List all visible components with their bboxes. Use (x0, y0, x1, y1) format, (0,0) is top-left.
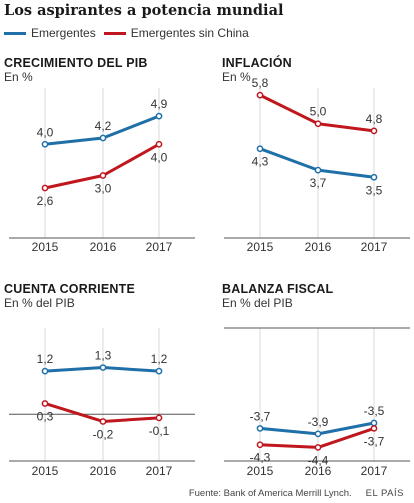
data-point-emergentes-2015 (41, 367, 49, 375)
data-label-emergentes-sin-china-2016: -0,2 (93, 427, 114, 441)
x-tick-label-2015: 2015 (32, 240, 59, 254)
data-point-emergentes-sin-china-2016 (99, 418, 107, 425)
panel-unit-label: En % del PIB (4, 296, 75, 310)
panel-unit-label: En % del PIB (222, 296, 293, 310)
x-tick-label-2017: 2017 (146, 240, 173, 254)
brand-label: EL PAÍS (365, 488, 404, 499)
data-point-emergentes-sin-china-2017 (370, 127, 378, 135)
data-point-emergentes-2015 (41, 140, 49, 148)
chart-title: Los aspirantes a potencia mundial (4, 2, 284, 19)
data-point-emergentes-2017 (155, 367, 163, 375)
data-point-emergentes-sin-china-2016 (314, 120, 322, 128)
data-label-emergentes-sin-china-2017: -3,7 (364, 434, 385, 448)
x-tick-label-2015: 2015 (247, 464, 274, 478)
data-label-emergentes-sin-china-2017: -0,1 (149, 424, 170, 438)
data-label-emergentes-sin-china-2015: -4,3 (250, 451, 271, 465)
data-label-emergentes-2016: 4,2 (95, 119, 112, 133)
data-point-emergentes-sin-china-2017 (155, 414, 163, 422)
source-note: Fuente: Bank of America Merrill Lynch. (188, 488, 352, 499)
data-point-emergentes-sin-china-2015 (41, 184, 49, 192)
legend-swatch-emergentes-sin-china (103, 31, 126, 35)
x-tick-label-2017: 2017 (361, 240, 388, 254)
panel-title: BALANZA FISCAL (222, 282, 334, 296)
data-point-emergentes-2015 (256, 145, 264, 153)
data-label-emergentes-sin-china-2016: 5,0 (310, 105, 327, 119)
data-point-emergentes-2016 (314, 166, 322, 174)
data-label-emergentes-2016: 3,7 (310, 176, 327, 190)
x-tick-label-2017: 2017 (146, 464, 173, 478)
data-point-emergentes-sin-china-2016 (314, 444, 322, 451)
data-label-emergentes-sin-china-2017: 4,0 (151, 150, 168, 164)
x-tick-label-2016: 2016 (90, 240, 117, 254)
data-label-emergentes-2016: -3,9 (308, 415, 329, 429)
data-point-emergentes-2016 (99, 134, 107, 142)
panel-unit-label: En % (4, 70, 33, 84)
x-tick-label-2016: 2016 (90, 464, 117, 478)
data-label-emergentes-sin-china-2016: 3,0 (95, 182, 112, 196)
data-point-emergentes-sin-china-2015 (256, 91, 264, 99)
data-label-emergentes-2017: 1,2 (151, 352, 168, 366)
data-point-emergentes-sin-china-2017 (155, 140, 163, 148)
data-label-emergentes-2017: -3,5 (364, 404, 385, 418)
legend-label-emergentes: Emergentes (31, 26, 96, 40)
x-tick-label-2015: 2015 (247, 240, 274, 254)
data-point-emergentes-2016 (99, 364, 107, 371)
panel-unit-label: En % (222, 70, 251, 84)
legend-item-emergentes: Emergentes (4, 26, 96, 40)
data-point-emergentes-sin-china-2015 (41, 400, 49, 407)
x-tick-label-2016: 2016 (305, 464, 332, 478)
data-label-emergentes-2016: 1,3 (95, 349, 112, 363)
footer: Fuente: Bank of America Merrill Lynch. EL… (189, 488, 404, 499)
data-point-emergentes-sin-china-2016 (99, 172, 107, 179)
data-label-emergentes-2015: -3,7 (250, 409, 271, 423)
data-point-emergentes-2016 (314, 430, 322, 438)
x-tick-label-2016: 2016 (305, 240, 332, 254)
data-label-emergentes-2017: 3,5 (366, 183, 383, 197)
data-label-emergentes-2015: 1,2 (37, 352, 54, 366)
data-label-emergentes-sin-china-2015: 0,3 (37, 409, 54, 423)
data-point-emergentes-2017 (155, 112, 163, 120)
panel-title: CRECIMIENTO DEL PIB (4, 56, 148, 70)
legend-item-emergentes-sin-china: Emergentes sin China (103, 26, 249, 40)
legend: Emergentes Emergentes sin China (4, 26, 257, 40)
data-label-emergentes-2015: 4,3 (252, 155, 269, 169)
legend-swatch-emergentes (4, 31, 26, 35)
data-label-emergentes-sin-china-2016: -4,4 (308, 453, 329, 467)
panel-title: INFLACIÓN (222, 55, 292, 70)
data-point-emergentes-2017 (370, 173, 378, 181)
data-point-emergentes-2017 (370, 419, 378, 427)
x-tick-label-2017: 2017 (361, 464, 388, 478)
data-label-emergentes-2015: 4,0 (37, 125, 54, 139)
data-point-emergentes-2015 (256, 425, 264, 432)
data-point-emergentes-sin-china-2017 (370, 425, 378, 432)
x-tick-label-2015: 2015 (32, 464, 59, 478)
data-label-emergentes-2017: 4,9 (151, 97, 168, 111)
panel-title: CUENTA CORRIENTE (4, 282, 135, 296)
data-label-emergentes-sin-china-2015: 2,6 (37, 194, 54, 208)
legend-label-emergentes-sin-china: Emergentes sin China (130, 26, 249, 40)
data-label-emergentes-sin-china-2015: 5,8 (252, 76, 269, 90)
data-point-emergentes-sin-china-2015 (256, 441, 264, 449)
data-label-emergentes-sin-china-2017: 4,8 (366, 112, 383, 126)
